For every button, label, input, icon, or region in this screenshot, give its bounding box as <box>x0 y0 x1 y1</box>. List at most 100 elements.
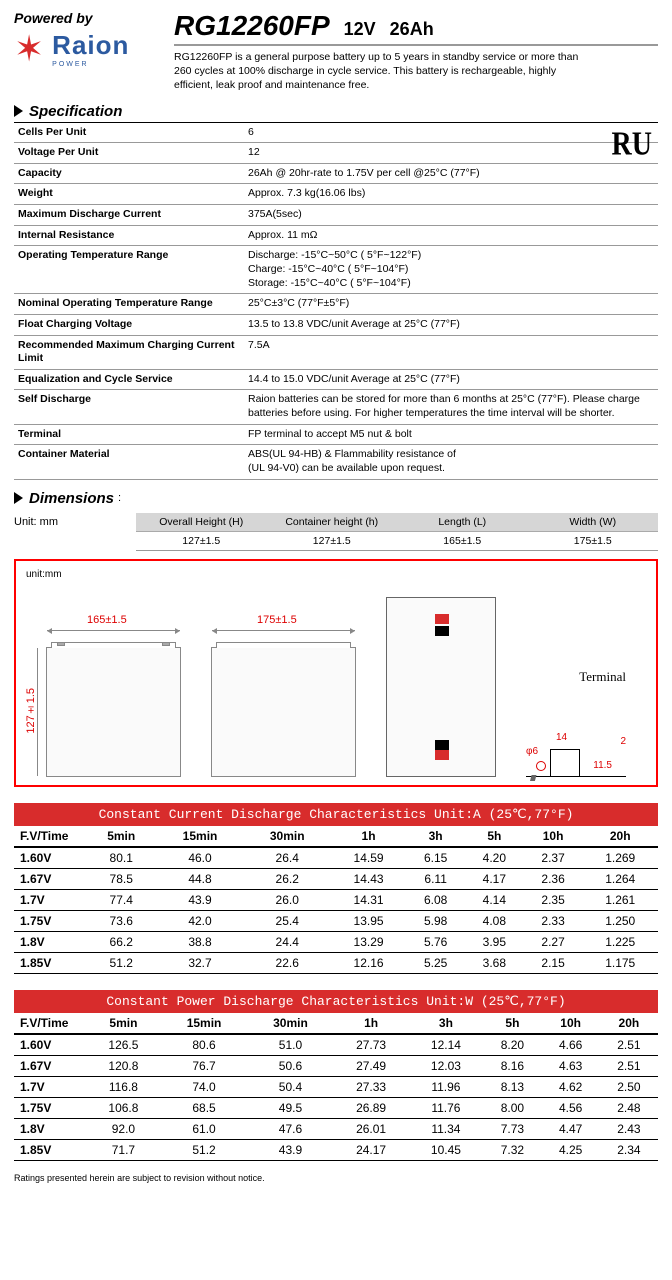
table-cell: 2.48 <box>600 1097 658 1118</box>
diagram-unit: unit:mm <box>26 569 62 580</box>
spec-value: 13.5 to 13.8 VDC/unit Average at 25°C (7… <box>244 314 658 335</box>
table-col-head: 20h <box>600 1013 658 1034</box>
table-cell: 4.62 <box>542 1076 600 1097</box>
dims-table: Unit: mm Overall Height (H)Container hei… <box>14 513 658 551</box>
table-cell: 14.59 <box>331 847 406 869</box>
table-cell: 27.73 <box>334 1034 409 1056</box>
table-cell: 38.8 <box>156 931 243 952</box>
spec-key: Container Material <box>14 445 244 479</box>
description: RG12260FP is a general purpose battery u… <box>174 50 594 93</box>
table-cell: 120.8 <box>86 1055 161 1076</box>
table-col-head: 10h <box>542 1013 600 1034</box>
table-cell: 13.95 <box>331 910 406 931</box>
table-row: 1.8V66.238.824.413.295.763.952.271.225 <box>14 931 658 952</box>
table-cell: 73.6 <box>86 910 156 931</box>
table-cell: 22.6 <box>244 952 331 973</box>
table-row: 1.75V106.868.549.526.8911.768.004.562.48 <box>14 1097 658 1118</box>
spec-value: Approx. 7.3 kg(16.06 lbs) <box>244 184 658 205</box>
spec-key: Equalization and Cycle Service <box>14 369 244 390</box>
table-row: 1.85V71.751.243.924.1710.457.324.252.34 <box>14 1139 658 1160</box>
table-cell: 2.35 <box>524 889 583 910</box>
power-table-header: Constant Power Discharge Characteristics… <box>14 990 658 1013</box>
table-cell: 42.0 <box>156 910 243 931</box>
spec-value: 26Ah @ 20hr-rate to 1.75V per cell @25°C… <box>244 163 658 184</box>
table-cell: 27.49 <box>334 1055 409 1076</box>
table-cell: 8.13 <box>483 1076 541 1097</box>
dims-col-val: 127±1.5 <box>267 532 398 551</box>
terminal-label: Terminal <box>579 669 626 685</box>
table-cell: 46.0 <box>156 847 243 869</box>
table-cell: 12.14 <box>409 1034 484 1056</box>
table-cell: 50.6 <box>247 1055 333 1076</box>
table-cell: 1.269 <box>582 847 658 869</box>
table-cell: 4.66 <box>542 1034 600 1056</box>
table-col-head: 1h <box>331 826 406 847</box>
table-cell: 78.5 <box>86 868 156 889</box>
table-cell: 26.01 <box>334 1118 409 1139</box>
battery-front-view: 165±1.5 127±1.5 <box>46 647 181 777</box>
table-cell: 51.2 <box>86 952 156 973</box>
spec-key: Terminal <box>14 424 244 445</box>
table-cell: 1.225 <box>582 931 658 952</box>
table-cell: 2.36 <box>524 868 583 889</box>
model-block: RG12260FP 12V 26Ah RG12260FP is a genera… <box>174 10 658 93</box>
table-cell: 51.2 <box>161 1139 247 1160</box>
table-cell: 43.9 <box>247 1139 333 1160</box>
table-cell: 1.75V <box>14 1097 86 1118</box>
table-cell: 68.5 <box>161 1097 247 1118</box>
table-cell: 1.85V <box>14 952 86 973</box>
table-row: 1.8V92.061.047.626.0111.347.734.472.43 <box>14 1118 658 1139</box>
table-col-head: 20h <box>582 826 658 847</box>
spec-value: 7.5A <box>244 335 658 369</box>
table-cell: 13.29 <box>331 931 406 952</box>
dims-col-head: Container height (h) <box>267 513 398 532</box>
table-col-head: 30min <box>244 826 331 847</box>
table-cell: 14.31 <box>331 889 406 910</box>
term-dim-115: 11.5 <box>593 760 612 771</box>
table-cell: 2.34 <box>600 1139 658 1160</box>
table-cell: 5.98 <box>406 910 465 931</box>
star-icon: ✶ <box>14 31 44 67</box>
term-dim-2: 2 <box>620 736 626 747</box>
dims-col-head: Length (L) <box>397 513 528 532</box>
table-cell: 49.5 <box>247 1097 333 1118</box>
table-cell: 3.68 <box>465 952 524 973</box>
table-cell: 47.6 <box>247 1118 333 1139</box>
table-row: 1.85V51.232.722.612.165.253.682.151.175 <box>14 952 658 973</box>
table-cell: 77.4 <box>86 889 156 910</box>
footnote: Ratings presented herein are subject to … <box>14 1173 658 1183</box>
table-cell: 4.25 <box>542 1139 600 1160</box>
current-table: F.V/Time5min15min30min1h3h5h10h20h 1.60V… <box>14 826 658 974</box>
table-cell: 106.8 <box>86 1097 161 1118</box>
terminal-diagram: Terminal 14 2 φ6 11.5 //////////////////… <box>526 687 626 777</box>
table-row: 1.75V73.642.025.413.955.984.082.331.250 <box>14 910 658 931</box>
table-col-head: 5h <box>483 1013 541 1034</box>
table-col-head: 5min <box>86 826 156 847</box>
spec-key: Self Discharge <box>14 390 244 424</box>
table-cell: 1.7V <box>14 889 86 910</box>
header: Powered by ✶ Raion POWER RG12260FP 12V 2… <box>14 10 658 93</box>
table-cell: 7.73 <box>483 1118 541 1139</box>
table-cell: 4.08 <box>465 910 524 931</box>
table-cell: 76.7 <box>161 1055 247 1076</box>
dims-heading: Dimensions : <box>14 490 658 509</box>
table-cell: 7.32 <box>483 1139 541 1160</box>
spec-value: FP terminal to accept M5 nut & bolt <box>244 424 658 445</box>
table-cell: 4.20 <box>465 847 524 869</box>
table-cell: 1.261 <box>582 889 658 910</box>
spec-value: 6 <box>244 123 658 143</box>
spec-value: Raion batteries can be stored for more t… <box>244 390 658 424</box>
table-cell: 2.33 <box>524 910 583 931</box>
table-cell: 12.03 <box>409 1055 484 1076</box>
battery-side-view: 175±1.5 <box>211 647 356 777</box>
table-cell: 5.76 <box>406 931 465 952</box>
table-col-head: 15min <box>161 1013 247 1034</box>
table-cell: 6.15 <box>406 847 465 869</box>
logo: ✶ Raion POWER <box>14 30 174 68</box>
table-cell: 11.76 <box>409 1097 484 1118</box>
spec-key: Cells Per Unit <box>14 123 244 143</box>
table-cell: 4.63 <box>542 1055 600 1076</box>
table-cell: 8.20 <box>483 1034 541 1056</box>
table-cell: 4.47 <box>542 1118 600 1139</box>
table-col-head: 3h <box>409 1013 484 1034</box>
